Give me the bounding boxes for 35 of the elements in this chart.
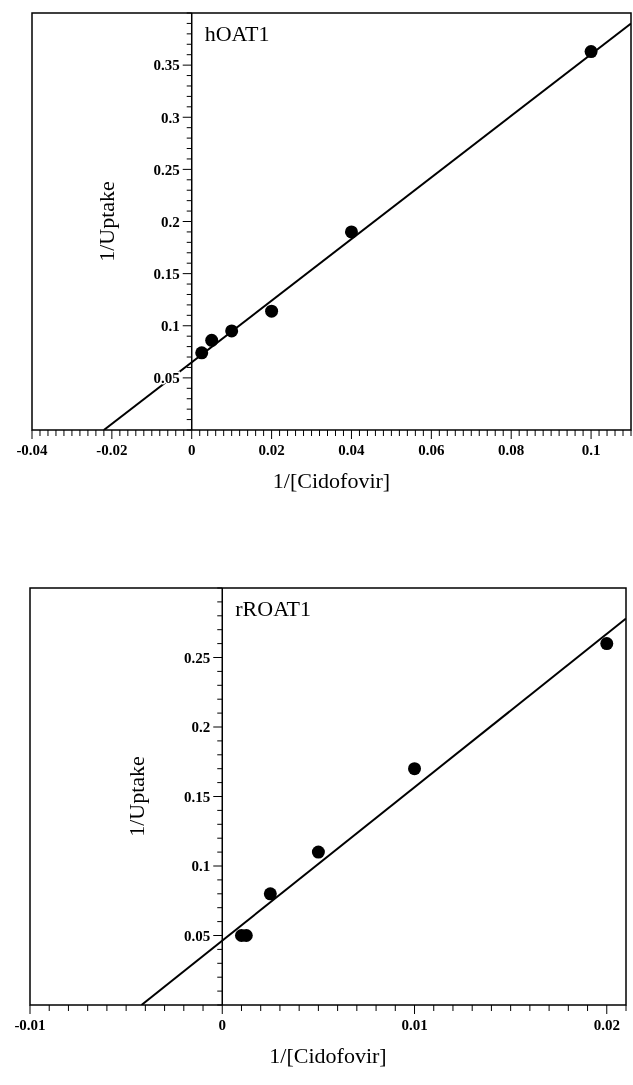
x-axis-title: 1/[Cidofovir] — [269, 1043, 387, 1068]
y-tick-label: 0.25 — [184, 649, 211, 666]
point — [263, 887, 277, 901]
y-axis-title: 1/Uptake — [124, 756, 150, 837]
x-tick-label: -0.02 — [96, 442, 128, 458]
x-tick-label: 0.02 — [593, 1017, 620, 1033]
y-tick-label: 0.05 — [184, 927, 211, 944]
x-tick-label: -0.01 — [14, 1017, 46, 1033]
point — [311, 845, 325, 859]
y-tick-label: 0.35 — [153, 57, 180, 74]
x-tick-label: 0.1 — [581, 442, 601, 458]
x-tick-label: 0.01 — [401, 1017, 428, 1033]
x-tick-label: 0 — [218, 1017, 227, 1033]
x-tick-label: -0.04 — [16, 442, 49, 458]
y-tick-label: 0.1 — [191, 858, 211, 875]
x-tick-label: 0.02 — [258, 442, 285, 458]
point — [408, 762, 422, 776]
y-tick-label: 0.25 — [153, 161, 180, 178]
x-tick-label: 0.06 — [418, 442, 445, 458]
y-tick-label: 0.1 — [160, 318, 180, 334]
point — [600, 637, 614, 651]
y-axis-title: 1/Uptake — [93, 181, 119, 262]
point — [344, 225, 358, 239]
y-tick-label: 0.3 — [160, 109, 180, 126]
y-tick-label: 0.15 — [153, 265, 180, 282]
chart-title: hOAT1 — [204, 21, 270, 46]
x-tick-label: 0.08 — [498, 442, 525, 458]
chart-title: rROAT1 — [235, 596, 312, 621]
x-tick-label: 0 — [187, 442, 196, 458]
y-tick-label: 0.2 — [160, 213, 180, 230]
y-tick-label: 0.15 — [184, 788, 211, 805]
x-axis-title: 1/[Cidofovir] — [272, 468, 391, 493]
point — [265, 304, 279, 318]
x-tick-label: 0.04 — [338, 442, 366, 458]
y-tick-label: 0.2 — [191, 719, 211, 736]
